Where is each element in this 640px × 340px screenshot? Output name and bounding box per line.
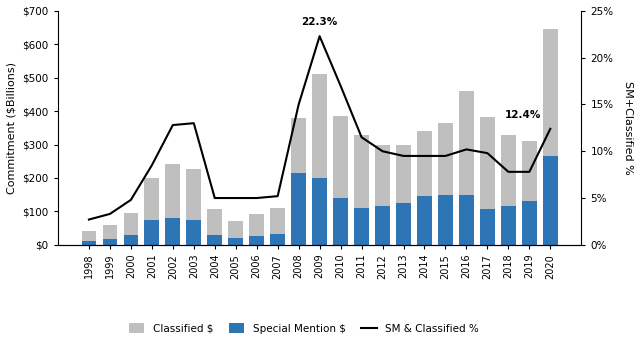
SM & Classified % [127, 198, 134, 202]
Bar [102, 239, 117, 245]
Bar [124, 213, 138, 235]
Bar [270, 234, 285, 245]
Bar [145, 220, 159, 245]
Bar [354, 135, 369, 208]
Bar [186, 220, 201, 245]
SM & Classified % [274, 194, 282, 198]
SM & Classified % [316, 34, 323, 38]
Bar [291, 173, 306, 245]
Bar [207, 235, 222, 245]
Text: 22.3%: 22.3% [301, 17, 338, 27]
Bar [459, 91, 474, 195]
SM & Classified % [484, 151, 492, 155]
Bar [480, 209, 495, 245]
SM & Classified % [337, 84, 344, 88]
Bar [102, 225, 117, 239]
Bar [459, 195, 474, 245]
Bar [375, 144, 390, 206]
Bar [186, 169, 201, 220]
Bar [396, 144, 411, 203]
SM & Classified % [358, 135, 365, 139]
SM & Classified % [253, 196, 260, 200]
SM & Classified % [106, 212, 114, 216]
SM & Classified % [420, 154, 428, 158]
SM & Classified % [463, 147, 470, 151]
Y-axis label: Commitment ($Billions): Commitment ($Billions) [7, 62, 17, 194]
Bar [228, 238, 243, 245]
Legend: Classified $, Special Mention $, SM & Classified %: Classified $, Special Mention $, SM & Cl… [125, 319, 483, 338]
Text: 12.4%: 12.4% [505, 109, 541, 120]
Bar [81, 232, 96, 241]
Bar [333, 198, 348, 245]
SM & Classified % [442, 154, 449, 158]
Bar [250, 214, 264, 236]
Bar [354, 208, 369, 245]
Y-axis label: SM+Classified %: SM+Classified % [623, 81, 633, 175]
SM & Classified % [211, 196, 219, 200]
SM & Classified % [399, 154, 407, 158]
Bar [166, 164, 180, 218]
Bar [333, 116, 348, 198]
Bar [438, 123, 452, 195]
Bar [166, 218, 180, 245]
Bar [250, 236, 264, 245]
Bar [228, 221, 243, 238]
Bar [124, 235, 138, 245]
Bar [522, 141, 537, 201]
Bar [207, 209, 222, 235]
Bar [543, 156, 557, 245]
SM & Classified % [148, 163, 156, 167]
SM & Classified % [169, 123, 177, 127]
Line: SM & Classified %: SM & Classified % [89, 36, 550, 220]
SM & Classified % [547, 127, 554, 131]
Bar [501, 135, 516, 206]
Bar [375, 206, 390, 245]
SM & Classified % [85, 218, 93, 222]
Bar [501, 206, 516, 245]
Bar [81, 241, 96, 245]
Bar [417, 197, 432, 245]
SM & Classified % [525, 170, 533, 174]
Bar [522, 201, 537, 245]
Bar [543, 29, 557, 156]
SM & Classified % [379, 149, 387, 153]
Bar [417, 131, 432, 197]
Bar [480, 117, 495, 209]
Bar [396, 203, 411, 245]
SM & Classified % [232, 196, 239, 200]
Bar [270, 208, 285, 234]
Bar [145, 178, 159, 220]
Bar [438, 195, 452, 245]
SM & Classified % [190, 121, 198, 125]
Bar [291, 118, 306, 173]
SM & Classified % [295, 102, 303, 106]
SM & Classified % [504, 170, 512, 174]
Bar [312, 74, 327, 178]
Bar [312, 178, 327, 245]
